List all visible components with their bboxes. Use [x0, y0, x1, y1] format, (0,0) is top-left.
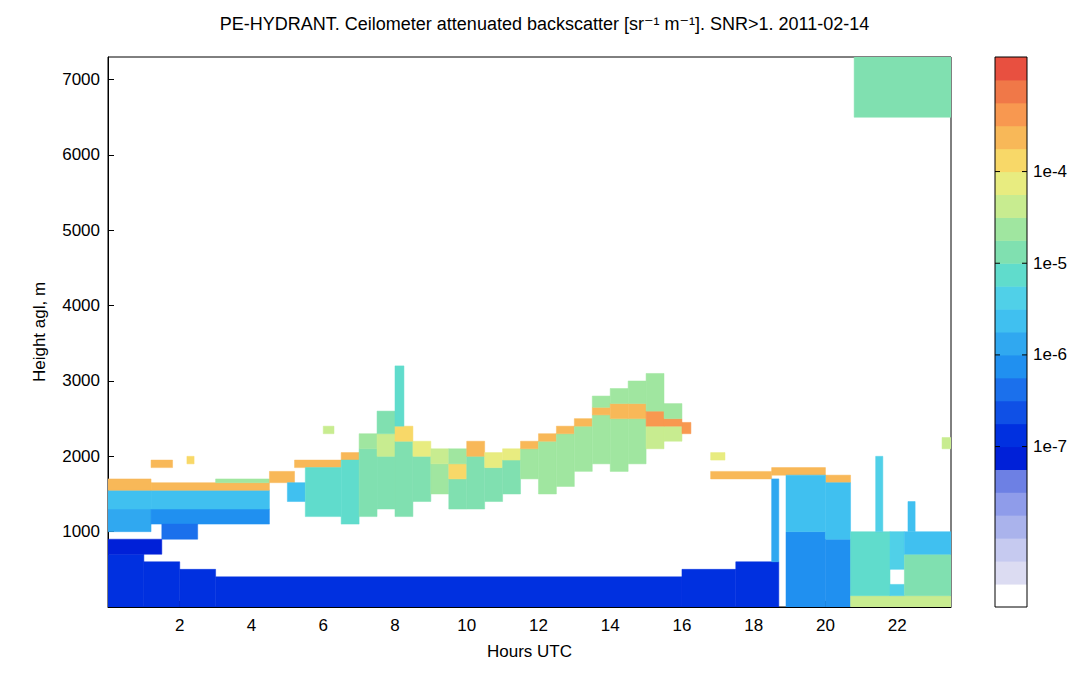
svg-text:8: 8 [390, 616, 399, 635]
svg-text:5000: 5000 [62, 221, 100, 240]
svg-text:10: 10 [457, 616, 476, 635]
svg-text:Hours UTC: Hours UTC [487, 642, 572, 661]
svg-text:2: 2 [175, 616, 184, 635]
svg-text:6000: 6000 [62, 145, 100, 164]
svg-text:4: 4 [247, 616, 256, 635]
svg-text:1e-7: 1e-7 [1033, 437, 1067, 456]
svg-text:4000: 4000 [62, 296, 100, 315]
svg-text:3000: 3000 [62, 371, 100, 390]
svg-text:18: 18 [744, 616, 763, 635]
svg-text:14: 14 [601, 616, 620, 635]
svg-text:1e-4: 1e-4 [1033, 162, 1067, 181]
svg-text:16: 16 [672, 616, 691, 635]
svg-text:PE-HYDRANT. Ceilometer attenua: PE-HYDRANT. Ceilometer attenuated backsc… [220, 14, 869, 34]
svg-text:1000: 1000 [62, 522, 100, 541]
svg-text:6: 6 [318, 616, 327, 635]
svg-text:20: 20 [816, 616, 835, 635]
svg-text:7000: 7000 [62, 70, 100, 89]
svg-text:Height agl, m: Height agl, m [30, 282, 49, 382]
svg-text:2000: 2000 [62, 447, 100, 466]
svg-text:12: 12 [529, 616, 548, 635]
svg-text:22: 22 [888, 616, 907, 635]
svg-text:1e-5: 1e-5 [1033, 254, 1067, 273]
svg-text:1e-6: 1e-6 [1033, 345, 1067, 364]
